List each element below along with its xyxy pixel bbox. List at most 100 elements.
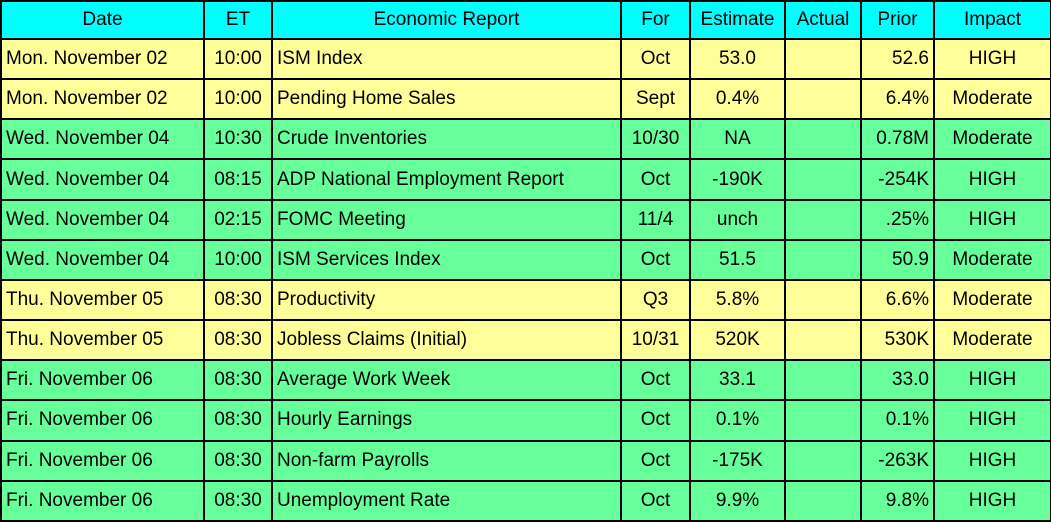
table-row: Wed. November 04 08:15 ADP National Employ… bbox=[0, 158, 1051, 201]
cell-et-time: 08:30 bbox=[203, 359, 273, 402]
cell-for-period: Oct bbox=[620, 238, 691, 281]
cell-prior: 52.6 bbox=[860, 37, 935, 81]
cell-estimate: unch bbox=[689, 198, 786, 241]
cell-impact: HIGH bbox=[933, 439, 1051, 482]
cell-estimate: -175K bbox=[689, 439, 786, 482]
cell-date: Fri. November 06 bbox=[0, 399, 205, 442]
column-header-impact: Impact bbox=[933, 0, 1051, 40]
cell-date: Thu. November 05 bbox=[0, 319, 205, 362]
cell-impact: HIGH bbox=[933, 37, 1051, 81]
cell-estimate: -190K bbox=[689, 158, 786, 201]
cell-prior: 6.6% bbox=[860, 278, 935, 322]
table-row: Wed. November 04 02:15 FOMC Meeting 11/4 unc… bbox=[0, 198, 1051, 241]
cell-economic-report: ISM Index bbox=[271, 37, 622, 81]
cell-date: Wed. November 04 bbox=[0, 238, 205, 281]
column-header-economic-report: Economic Report bbox=[271, 0, 622, 40]
cell-impact: HIGH bbox=[933, 198, 1051, 241]
cell-for-period: Oct bbox=[620, 479, 691, 523]
cell-economic-report: ADP National Employment Report bbox=[271, 158, 622, 201]
cell-actual bbox=[784, 118, 862, 161]
cell-et-time: 08:30 bbox=[203, 439, 273, 482]
column-header-estimate: Estimate bbox=[689, 0, 786, 40]
table-row: Thu. November 05 08:30 Jobless Claims (Ini… bbox=[0, 319, 1051, 362]
cell-prior: 0.78M bbox=[860, 118, 935, 161]
cell-estimate: 53.0 bbox=[689, 37, 786, 81]
cell-economic-report: ISM Services Index bbox=[271, 238, 622, 281]
cell-date: Wed. November 04 bbox=[0, 198, 205, 241]
table-row: Wed. November 04 10:00 ISM Services Index O… bbox=[0, 238, 1051, 281]
cell-et-time: 08:30 bbox=[203, 479, 273, 523]
column-header-actual: Actual bbox=[784, 0, 862, 40]
table-body: Mon. November 02 10:00 ISM Index Oct 53.0 52.… bbox=[0, 37, 1051, 523]
cell-for-period: 10/30 bbox=[620, 118, 691, 161]
cell-impact: Moderate bbox=[933, 278, 1051, 322]
cell-date: Thu. November 05 bbox=[0, 278, 205, 322]
cell-prior: 6.4% bbox=[860, 78, 935, 121]
cell-actual bbox=[784, 198, 862, 241]
cell-date: Wed. November 04 bbox=[0, 158, 205, 201]
cell-et-time: 10:30 bbox=[203, 118, 273, 161]
cell-impact: HIGH bbox=[933, 158, 1051, 201]
cell-actual bbox=[784, 399, 862, 442]
cell-et-time: 08:15 bbox=[203, 158, 273, 201]
cell-impact: Moderate bbox=[933, 118, 1051, 161]
cell-et-time: 08:30 bbox=[203, 399, 273, 442]
cell-prior: 33.0 bbox=[860, 359, 935, 402]
cell-for-period: Oct bbox=[620, 439, 691, 482]
cell-prior: -263K bbox=[860, 439, 935, 482]
cell-economic-report: Hourly Earnings bbox=[271, 399, 622, 442]
cell-impact: HIGH bbox=[933, 479, 1051, 523]
cell-estimate: 520K bbox=[689, 319, 786, 362]
table-row: Wed. November 04 10:30 Crude Inventories 10… bbox=[0, 118, 1051, 161]
column-header-for: For bbox=[620, 0, 691, 40]
table-row: Fri. November 06 08:30 Non-farm Payrolls Oc… bbox=[0, 439, 1051, 482]
table-row: Mon. November 02 10:00 ISM Index Oct 53.0 52.… bbox=[0, 37, 1051, 81]
cell-date: Mon. November 02 bbox=[0, 78, 205, 121]
cell-for-period: Oct bbox=[620, 158, 691, 201]
cell-actual bbox=[784, 359, 862, 402]
cell-for-period: Oct bbox=[620, 399, 691, 442]
cell-et-time: 10:00 bbox=[203, 238, 273, 281]
cell-prior: .25% bbox=[860, 198, 935, 241]
cell-actual bbox=[784, 439, 862, 482]
table-row: Fri. November 06 08:30 Hourly Earnings Oct 0… bbox=[0, 399, 1051, 442]
cell-prior: 50.9 bbox=[860, 238, 935, 281]
cell-actual bbox=[784, 479, 862, 523]
cell-date: Fri. November 06 bbox=[0, 479, 205, 523]
cell-economic-report: Productivity bbox=[271, 278, 622, 322]
cell-economic-report: Jobless Claims (Initial) bbox=[271, 319, 622, 362]
cell-estimate: NA bbox=[689, 118, 786, 161]
cell-economic-report: Average Work Week bbox=[271, 359, 622, 402]
cell-actual bbox=[784, 158, 862, 201]
column-header-prior: Prior bbox=[860, 0, 935, 40]
cell-impact: Moderate bbox=[933, 78, 1051, 121]
cell-actual bbox=[784, 319, 862, 362]
cell-actual bbox=[784, 78, 862, 121]
cell-prior: -254K bbox=[860, 158, 935, 201]
column-header-date: Date bbox=[0, 0, 205, 40]
cell-actual bbox=[784, 37, 862, 81]
cell-for-period: Oct bbox=[620, 359, 691, 402]
cell-et-time: 08:30 bbox=[203, 278, 273, 322]
cell-economic-report: Pending Home Sales bbox=[271, 78, 622, 121]
cell-prior: 0.1% bbox=[860, 399, 935, 442]
cell-impact: HIGH bbox=[933, 399, 1051, 442]
cell-et-time: 02:15 bbox=[203, 198, 273, 241]
cell-prior: 9.8% bbox=[860, 479, 935, 523]
cell-impact: Moderate bbox=[933, 319, 1051, 362]
cell-estimate: 51.5 bbox=[689, 238, 786, 281]
cell-for-period: Sept bbox=[620, 78, 691, 121]
cell-impact: HIGH bbox=[933, 359, 1051, 402]
cell-estimate: 33.1 bbox=[689, 359, 786, 402]
table-row: Fri. November 06 08:30 Average Work Week Oc… bbox=[0, 359, 1051, 402]
cell-estimate: 5.8% bbox=[689, 278, 786, 322]
cell-for-period: 11/4 bbox=[620, 198, 691, 241]
cell-economic-report: FOMC Meeting bbox=[271, 198, 622, 241]
cell-estimate: 0.1% bbox=[689, 399, 786, 442]
cell-date: Mon. November 02 bbox=[0, 37, 205, 81]
cell-estimate: 0.4% bbox=[689, 78, 786, 121]
cell-estimate: 9.9% bbox=[689, 479, 786, 523]
cell-et-time: 10:00 bbox=[203, 78, 273, 121]
table-row: Thu. November 05 08:30 Productivity Q3 5.8% 6… bbox=[0, 278, 1051, 322]
